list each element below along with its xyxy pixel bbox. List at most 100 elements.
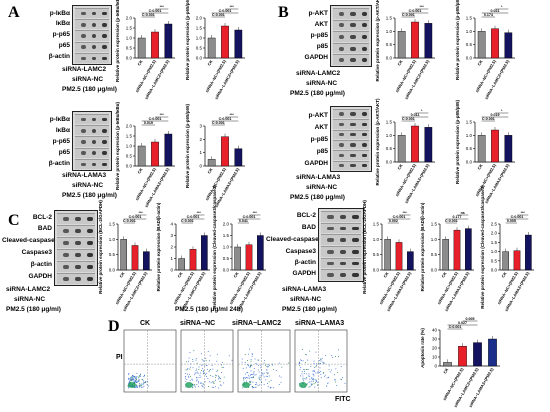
chart-a-top-1: Relative protein expression (p-IκBα/IκBα… <box>115 0 175 100</box>
sig-label: 0.011 <box>411 113 420 117</box>
bar <box>164 23 173 59</box>
blot-label: IκBα <box>55 127 70 134</box>
blot-label: GAPDH <box>292 270 316 277</box>
tick-label: 0.5 <box>491 258 498 263</box>
tick-label: 1.0 <box>386 29 393 34</box>
chart-c-left-1: Relative protein expression (BCL-2/GAPDH… <box>98 200 152 312</box>
condition-label: siRNA-NC <box>14 296 46 303</box>
sig-label: C:0.001 <box>123 219 136 223</box>
sig-label: 0.005 <box>507 219 516 223</box>
condition-label: siRNA-LAMC2 <box>62 66 107 73</box>
plot-title: siRNA−NC <box>180 320 216 327</box>
sig-label: *** <box>403 211 408 215</box>
blot-label: Cleaved-caspase3 <box>266 236 323 243</box>
sig-label: C:0.001 <box>402 117 415 121</box>
bar <box>395 242 403 271</box>
y-axis-label: Relative protein expression (p-p85/p85) <box>455 0 460 80</box>
bar <box>513 250 521 271</box>
tick-label: 0.0 <box>466 160 473 165</box>
bar <box>411 125 419 163</box>
bar <box>137 37 146 59</box>
condition-label: PM2.5 (180 μg/ml) <box>62 192 117 199</box>
flow-cytometry-plots <box>123 329 348 393</box>
tick-label: 0.0 <box>196 56 203 61</box>
western-blot-image <box>330 5 372 67</box>
x-tick-label: siRNA−LAMA3+(PM2.5) <box>404 162 431 204</box>
bar <box>443 362 452 367</box>
sig-label: C:0.001 <box>149 9 162 13</box>
tick-label: 0.0 <box>466 56 473 61</box>
tick-label: 0 <box>434 364 437 369</box>
tick-label: 1.0 <box>109 237 116 242</box>
bar <box>502 251 509 271</box>
tick-label: 1.5 <box>373 222 380 227</box>
condition-label: siRNA-LAMC2 <box>6 286 51 293</box>
x-tick-label: CK <box>118 271 125 279</box>
y-axis-label: Relative protein expression (p-AKT/AKT) <box>375 98 380 186</box>
bar <box>384 239 391 271</box>
x-tick-label: siRNA−LAMC2+(PM2.5) <box>404 58 431 100</box>
sig-label: ns <box>461 211 465 215</box>
tick-label: 2.0 <box>126 124 133 129</box>
sig-label: *** <box>160 5 165 9</box>
tick-label: 0.0 <box>386 56 393 61</box>
y-axis-label: Relative protein expression (Cleaved-cas… <box>480 185 485 309</box>
bar <box>477 135 486 163</box>
tick-label: 0.0 <box>223 268 230 273</box>
bar <box>245 244 253 271</box>
x-tick-label: CK <box>396 163 403 171</box>
tick-label: 0.5 <box>431 252 438 257</box>
bar <box>137 145 146 167</box>
blot-label: β-actin <box>30 261 52 268</box>
bar <box>143 251 150 271</box>
condition-label: siRNA-NC <box>306 184 338 191</box>
tick-label: 0.5 <box>466 146 473 151</box>
sig-label: C:0.001 <box>511 215 524 219</box>
condition-label: siRNA-NC <box>290 296 322 303</box>
tick-label: 2 <box>170 245 173 250</box>
sig-label: *** <box>253 211 258 215</box>
y-axis-label: Relative protein expression (Cleaved-cas… <box>212 185 217 309</box>
x-tick-label: CK <box>396 59 403 67</box>
x-tick-label: CK <box>232 271 239 279</box>
sig-label: C:0.001 <box>129 215 142 219</box>
tick-label: 0.5 <box>223 256 230 261</box>
sig-label: *** <box>160 113 165 117</box>
sig-label: C:0.001 <box>482 117 495 121</box>
condition-label: PM2.5 (180 μg/ml) <box>290 194 345 201</box>
blot-label: AKT <box>314 21 328 28</box>
x-tick-label: CK <box>136 59 143 67</box>
tick-label: 10 <box>432 355 438 360</box>
bar <box>504 32 513 59</box>
tick-label: 0 <box>199 164 202 169</box>
tick-label: 0.0 <box>386 160 393 165</box>
condition-label: siRNA-NC <box>306 80 338 87</box>
tick-label: 1.0 <box>386 133 393 138</box>
x-tick-label: CK <box>206 167 213 175</box>
western-blot-image <box>72 111 112 171</box>
condition-label: siRNA-NC <box>72 76 104 83</box>
sig-label: 0.021 <box>491 9 500 13</box>
x-tick-label: siRNA−LAMA3+(PM2.5) <box>214 166 241 208</box>
sig-label: *** <box>230 113 235 117</box>
sig-label: C:0.001 <box>393 215 406 219</box>
blot-label: p65 <box>58 149 70 156</box>
tick-label: 2.0 <box>223 222 230 227</box>
blot-label: p85 <box>316 148 328 155</box>
flow-plot <box>237 329 291 393</box>
sig-label: C:0.001 <box>181 219 194 223</box>
chart-a-top-2: Relative protein expression (p-p65/p65) 0… <box>185 0 245 100</box>
condition-label: PM2.5 (180 μg/ml) <box>6 306 61 313</box>
sig-label: * <box>501 109 503 113</box>
condition-label: siRNA-NC <box>72 182 104 189</box>
bar <box>407 251 414 271</box>
y-axis-label: Apoptosis rate (%) <box>420 328 425 368</box>
sig-label: C:0.001 <box>149 117 162 121</box>
blot-label: p-IκBα <box>49 10 70 17</box>
blot-label: p-p85 <box>310 136 328 143</box>
tick-label: 2.0 <box>196 16 203 21</box>
tick-label: 1.5 <box>223 233 230 238</box>
sig-label: C:0.001 <box>409 9 422 13</box>
blot-label: BCL-2 <box>32 214 52 221</box>
flow-plot <box>180 329 234 393</box>
